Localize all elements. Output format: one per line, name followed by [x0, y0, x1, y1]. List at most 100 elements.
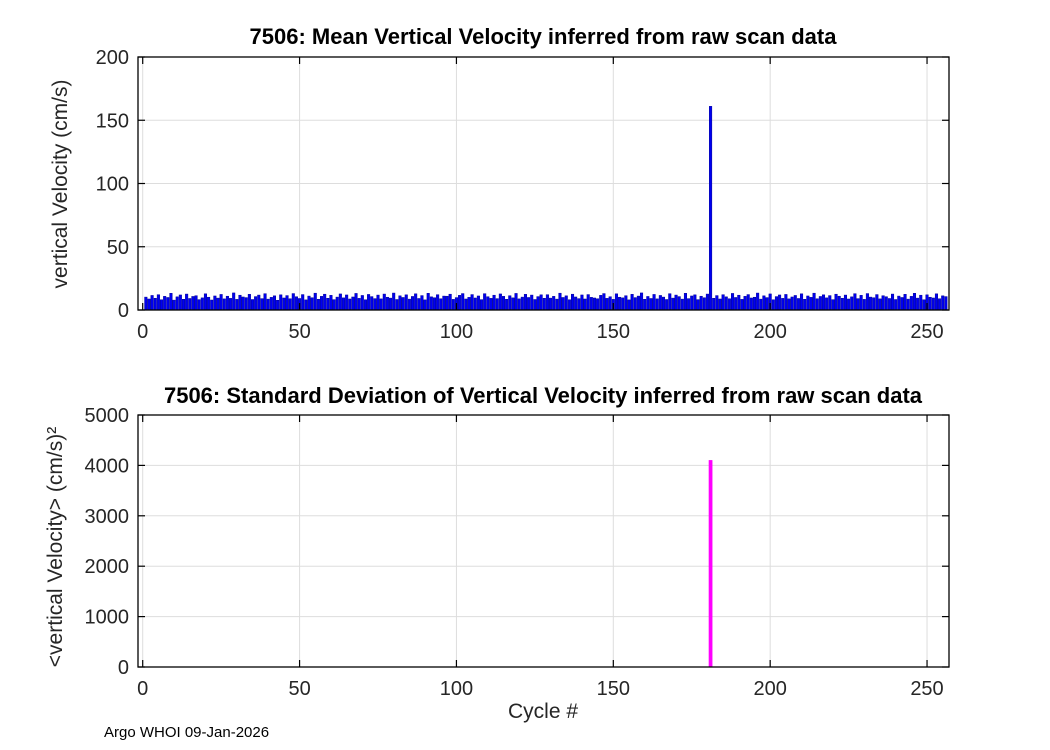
- bar: [301, 294, 305, 311]
- bar: [561, 297, 565, 311]
- bar: [774, 296, 778, 311]
- bar: [837, 295, 841, 311]
- x-axis-label: Cycle #: [507, 700, 579, 723]
- bar: [260, 298, 264, 311]
- bar: [385, 296, 389, 311]
- bar: [539, 294, 543, 311]
- bar: [649, 298, 653, 311]
- bar: [881, 295, 885, 311]
- bar: [944, 296, 948, 311]
- bar: [166, 297, 170, 311]
- bar: [439, 298, 443, 311]
- bar: [489, 298, 493, 311]
- bar: [602, 293, 606, 311]
- bar: [517, 298, 521, 311]
- bar: [715, 295, 719, 311]
- bar: [721, 294, 725, 311]
- bar: [461, 293, 465, 311]
- bar: [288, 298, 292, 311]
- bar: [912, 293, 917, 311]
- bar: [938, 298, 942, 311]
- bar: [495, 298, 499, 311]
- bar: [414, 293, 418, 311]
- bar: [341, 297, 346, 311]
- bar: [677, 296, 681, 311]
- bar: [843, 294, 847, 311]
- bar: [709, 106, 713, 311]
- bar: [941, 295, 945, 311]
- bar: [294, 296, 298, 311]
- bar: [304, 299, 308, 311]
- bar: [451, 299, 455, 311]
- x-tick-label: 200: [754, 678, 787, 700]
- bar: [828, 295, 832, 311]
- bar: [423, 299, 427, 311]
- bar: [812, 292, 816, 311]
- y-tick-label: 1000: [85, 607, 130, 629]
- bar: [718, 298, 722, 311]
- bar: [279, 294, 283, 311]
- y-tick-label: 5000: [85, 405, 130, 427]
- bar: [382, 293, 386, 311]
- bar: [458, 295, 462, 311]
- bar: [831, 299, 835, 311]
- bar: [147, 298, 151, 311]
- bar: [188, 298, 192, 311]
- bar: [505, 299, 509, 311]
- bar: [869, 296, 873, 311]
- x-tick-label: 150: [597, 678, 630, 700]
- bar: [511, 297, 515, 311]
- bar: [643, 299, 647, 311]
- bar: [633, 297, 637, 311]
- bar: [596, 298, 600, 311]
- bar: [909, 296, 913, 311]
- bar: [470, 294, 474, 311]
- bar: [229, 298, 233, 311]
- bar: [351, 296, 355, 311]
- bar: [194, 295, 198, 311]
- bar: [332, 299, 336, 311]
- bar: [865, 293, 869, 311]
- bar: [432, 297, 437, 311]
- bar: [542, 297, 546, 311]
- bar: [363, 299, 367, 311]
- bar: [354, 293, 358, 311]
- bar: [790, 296, 794, 311]
- bar: [919, 294, 923, 311]
- bar: [787, 298, 791, 311]
- bar: [887, 298, 891, 311]
- bar: [800, 293, 804, 311]
- bar: [232, 292, 236, 311]
- bar: [806, 295, 810, 311]
- bar: [847, 298, 851, 311]
- bar: [762, 295, 766, 311]
- bar: [636, 295, 640, 311]
- bar: [448, 293, 452, 311]
- bar: [370, 296, 374, 311]
- bar: [250, 299, 255, 311]
- bar: [900, 297, 904, 311]
- bar: [803, 299, 807, 311]
- bar: [313, 292, 317, 311]
- bar: [492, 294, 496, 311]
- bar: [906, 298, 910, 311]
- bar: [178, 294, 182, 311]
- bar: [705, 293, 709, 311]
- bar: [398, 295, 402, 311]
- bar: [436, 294, 440, 311]
- bar: [850, 296, 854, 311]
- bar: [257, 294, 261, 311]
- x-tick-label: 50: [288, 321, 310, 343]
- bar: [931, 297, 935, 311]
- bar: [599, 295, 603, 311]
- chart2-y-axis-label: <vertical Velocity> (cm/s)²: [44, 426, 67, 668]
- bar: [630, 294, 634, 311]
- y-tick-label: 100: [96, 174, 129, 196]
- x-tick-label: 100: [440, 321, 473, 343]
- bar: [323, 293, 327, 311]
- bar: [523, 294, 527, 311]
- bar: [577, 298, 581, 311]
- bar: [853, 293, 857, 311]
- y-tick-label: 4000: [85, 455, 130, 477]
